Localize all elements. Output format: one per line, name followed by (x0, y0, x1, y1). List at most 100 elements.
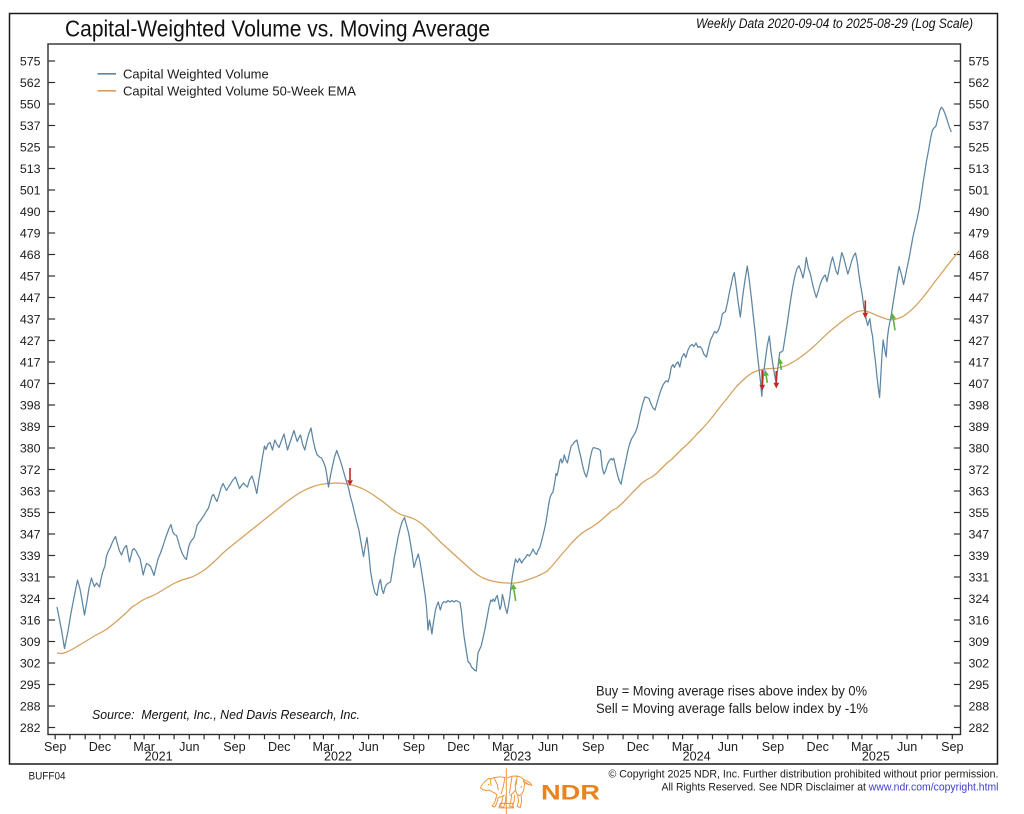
svg-text:Weekly Data 2020-09-04 to 2025: Weekly Data 2020-09-04 to 2025-08-29 (Lo… (696, 16, 973, 31)
svg-text:288: 288 (20, 699, 41, 713)
svg-text:Sep: Sep (223, 740, 245, 754)
svg-text:Jun: Jun (718, 740, 738, 754)
svg-text:372: 372 (20, 463, 41, 477)
svg-text:All Rights Reserved. See NDR D: All Rights Reserved. See NDR Disclaimer … (662, 782, 999, 794)
svg-text:Capital Weighted Volume: Capital Weighted Volume (123, 66, 269, 81)
svg-text:513: 513 (20, 162, 41, 176)
svg-text:288: 288 (969, 699, 990, 713)
svg-text:295: 295 (969, 678, 990, 692)
svg-text:537: 537 (969, 119, 990, 133)
svg-text:Buy = Moving average rises abo: Buy = Moving average rises above index b… (596, 683, 867, 698)
svg-text:490: 490 (969, 205, 990, 219)
svg-text:447: 447 (969, 291, 990, 305)
svg-text:501: 501 (969, 183, 990, 197)
svg-text:2023: 2023 (503, 750, 531, 764)
svg-text:562: 562 (969, 76, 990, 90)
svg-text:Dec: Dec (627, 740, 649, 754)
svg-text:479: 479 (969, 226, 990, 240)
svg-text:302: 302 (20, 656, 41, 670)
svg-text:324: 324 (20, 592, 41, 606)
svg-text:331: 331 (969, 570, 990, 584)
svg-text:Sell = Moving average falls be: Sell = Moving average falls below index … (596, 701, 868, 716)
svg-text:468: 468 (969, 248, 990, 262)
svg-text:Mar: Mar (313, 740, 335, 754)
svg-text:282: 282 (20, 721, 41, 735)
svg-text:513: 513 (969, 162, 990, 176)
svg-text:355: 355 (20, 506, 41, 520)
svg-text:550: 550 (20, 97, 41, 111)
svg-text:355: 355 (969, 506, 990, 520)
svg-text:NDR: NDR (541, 781, 601, 805)
svg-text:309: 309 (20, 635, 41, 649)
svg-text:© Copyright 2025 NDR, Inc. Fur: © Copyright 2025 NDR, Inc. Further distr… (609, 769, 999, 781)
svg-text:427: 427 (20, 334, 41, 348)
svg-text:309: 309 (969, 635, 990, 649)
svg-text:479: 479 (20, 226, 41, 240)
svg-text:BUFF04: BUFF04 (29, 771, 66, 783)
svg-text:Mar: Mar (492, 740, 514, 754)
svg-text:437: 437 (969, 312, 990, 326)
svg-text:372: 372 (969, 463, 990, 477)
svg-text:501: 501 (20, 183, 41, 197)
svg-text:363: 363 (969, 484, 990, 498)
svg-text:Dec: Dec (447, 740, 469, 754)
svg-text:Mar: Mar (133, 740, 155, 754)
svg-text:457: 457 (20, 269, 41, 283)
svg-text:Mar: Mar (672, 740, 694, 754)
svg-text:490: 490 (20, 205, 41, 219)
svg-text:2025: 2025 (862, 750, 890, 764)
svg-text:Dec: Dec (268, 740, 290, 754)
svg-text:525: 525 (969, 140, 990, 154)
svg-text:316: 316 (969, 613, 990, 627)
svg-text:282: 282 (969, 721, 990, 735)
svg-text:339: 339 (969, 549, 990, 563)
svg-text:575: 575 (20, 54, 41, 68)
svg-text:380: 380 (20, 441, 41, 455)
svg-text:Sep: Sep (403, 740, 425, 754)
svg-text:339: 339 (20, 549, 41, 563)
svg-text:302: 302 (969, 656, 990, 670)
svg-text:Source: Mergent, Inc., Ned Da: Source: Mergent, Inc., Ned Davis Researc… (92, 708, 360, 722)
svg-text:Jun: Jun (179, 740, 199, 754)
svg-text:Sep: Sep (582, 740, 604, 754)
svg-text:380: 380 (969, 441, 990, 455)
svg-text:417: 417 (20, 355, 41, 369)
svg-text:407: 407 (969, 377, 990, 391)
svg-text:Mar: Mar (851, 740, 873, 754)
svg-text:Capital-Weighted Volume vs. Mo: Capital-Weighted Volume vs. Moving Avera… (65, 15, 490, 41)
svg-text:Dec: Dec (89, 740, 111, 754)
svg-text:457: 457 (969, 269, 990, 283)
svg-text:324: 324 (969, 592, 990, 606)
svg-text:525: 525 (20, 140, 41, 154)
svg-text:389: 389 (20, 420, 41, 434)
svg-text:295: 295 (20, 678, 41, 692)
svg-text:437: 437 (20, 312, 41, 326)
svg-text:347: 347 (969, 527, 990, 541)
svg-text:331: 331 (20, 570, 41, 584)
svg-text:417: 417 (969, 355, 990, 369)
svg-text:447: 447 (20, 291, 41, 305)
svg-text:2021: 2021 (145, 750, 173, 764)
svg-text:Jun: Jun (538, 740, 558, 754)
svg-text:2022: 2022 (324, 750, 352, 764)
svg-text:Sep: Sep (44, 740, 66, 754)
svg-text:2024: 2024 (683, 750, 711, 764)
svg-text:Dec: Dec (806, 740, 828, 754)
svg-text:468: 468 (20, 248, 41, 262)
svg-text:398: 398 (969, 398, 990, 412)
svg-text:562: 562 (20, 76, 41, 90)
svg-text:427: 427 (969, 334, 990, 348)
svg-text:550: 550 (969, 97, 990, 111)
svg-text:Jun: Jun (897, 740, 917, 754)
svg-text:537: 537 (20, 119, 41, 133)
svg-text:407: 407 (20, 377, 41, 391)
svg-text:575: 575 (969, 54, 990, 68)
svg-text:Sep: Sep (762, 740, 784, 754)
svg-text:Jun: Jun (358, 740, 378, 754)
svg-text:Capital Weighted Volume 50-Wee: Capital Weighted Volume 50-Week EMA (123, 83, 356, 98)
svg-text:363: 363 (20, 484, 41, 498)
svg-text:389: 389 (969, 420, 990, 434)
svg-text:Sep: Sep (941, 740, 963, 754)
svg-text:347: 347 (20, 527, 41, 541)
svg-text:316: 316 (20, 613, 41, 627)
